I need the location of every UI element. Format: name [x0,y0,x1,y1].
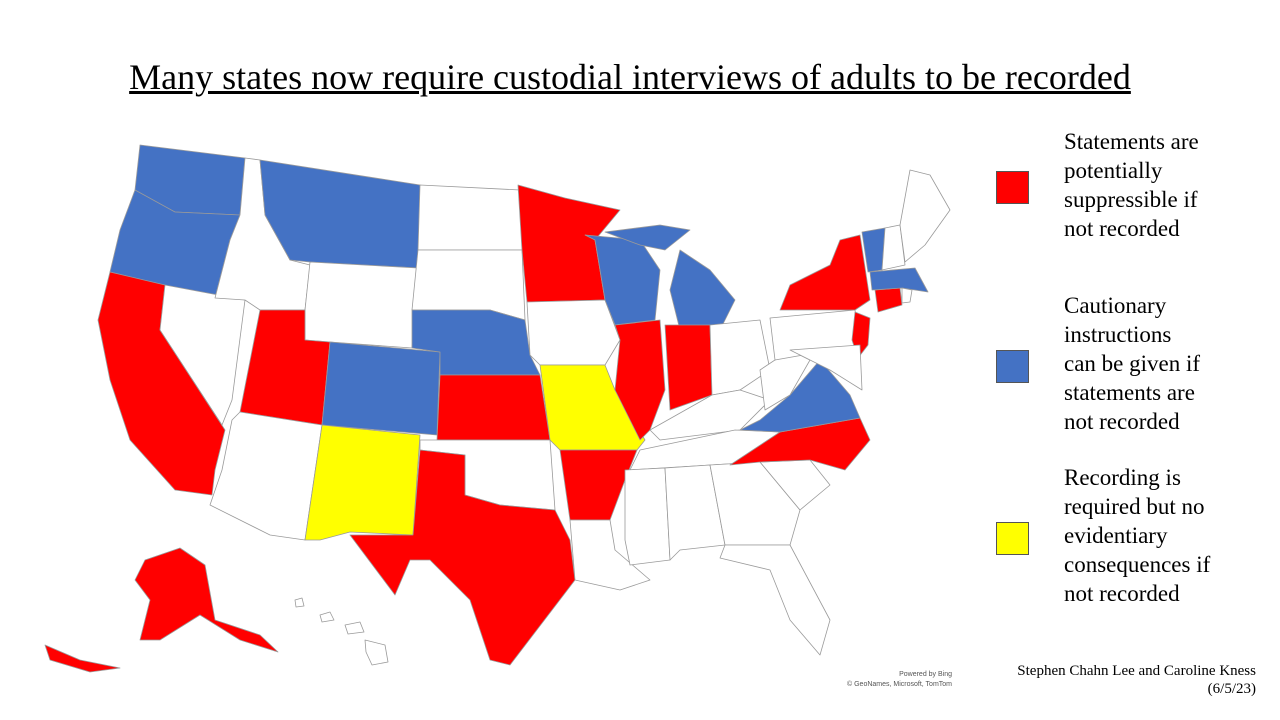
legend-line: statements are [1064,380,1195,405]
state [364,639,389,666]
legend-text: Recording is required but no evidentiary co… [1064,463,1210,608]
state [709,319,771,396]
state [779,234,871,311]
legend-line: can be given if [1064,351,1201,376]
state [569,519,651,591]
state [624,467,671,566]
legend-line: not recorded [1064,216,1180,241]
state [729,417,871,471]
legend-line: evidentiary [1064,523,1168,548]
state [134,547,279,653]
legend-line: Recording is [1064,465,1181,490]
us-map [44,144,951,673]
credit-line: (6/5/23) [1207,681,1256,697]
state [436,374,551,441]
state [604,224,691,251]
legend-line: potentially [1064,158,1163,183]
credit: Stephen Chahn Lee and Caroline Kness (6/5… [960,662,1256,698]
legend-line: Statements are [1064,129,1199,154]
map-attribution: Powered by Bing © GeoNames, Microsoft, To… [800,670,952,690]
state [861,227,886,273]
state [874,287,903,313]
state [417,184,523,251]
state [899,169,951,263]
attribution-line: © GeoNames, Microsoft, TomTom [847,681,952,688]
state [664,324,713,411]
credit-line: Stephen Chahn Lee and Caroline Kness [1017,663,1256,679]
legend-line: Cautionary [1064,293,1167,318]
state [719,544,831,656]
state [869,267,929,293]
legend-line: suppressible if [1064,187,1198,212]
state [294,597,305,608]
state [881,224,906,271]
state [739,359,861,433]
legend-swatch [996,171,1029,204]
state [789,344,863,391]
legend-text: Cautionary instructions can be given if sta… [1064,291,1200,436]
state [901,287,913,304]
state [664,464,726,561]
state [304,261,419,349]
state [319,611,335,623]
state [344,621,365,635]
legend-line: instructions [1064,322,1172,347]
state [209,411,323,541]
legend-line: required but no [1064,494,1205,519]
legend-swatch [996,521,1029,555]
state [411,249,526,321]
legend-swatch [996,349,1029,383]
state [539,364,646,451]
state [614,319,666,441]
legend-line: not recorded [1064,409,1180,434]
legend-line: consequences if [1064,552,1211,577]
state [44,644,121,673]
legend-text: Statements are potentially suppressible if… [1064,127,1199,243]
state [304,424,421,541]
state [349,449,576,666]
legend-line: not recorded [1064,581,1180,606]
state [559,449,638,521]
state [321,341,441,436]
attribution-line: Powered by Bing [899,671,952,678]
state [526,299,621,366]
state [669,249,736,331]
slide-title: Many states now require custodial interv… [129,57,1131,97]
